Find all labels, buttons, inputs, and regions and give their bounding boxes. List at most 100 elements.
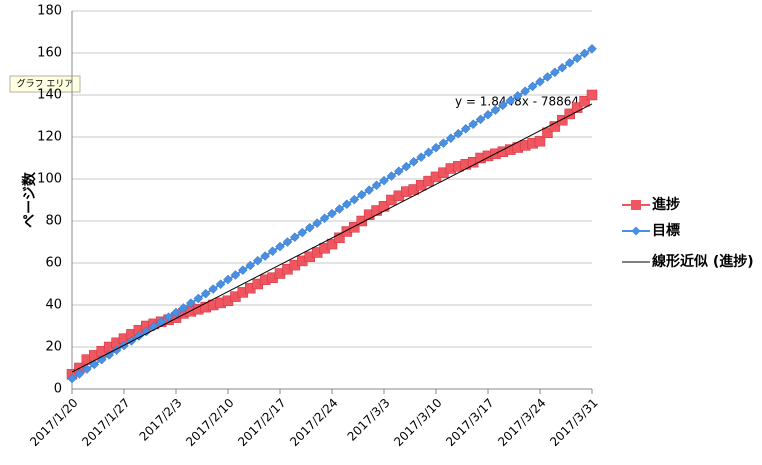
marker <box>371 180 382 191</box>
trend-equation: y = 1.8448x - 78864 <box>455 95 579 109</box>
marker <box>319 213 330 224</box>
marker <box>564 58 575 68</box>
marker <box>334 232 345 244</box>
y-tick-label: 0 <box>54 382 62 397</box>
tooltip: グラフ エリア <box>17 78 74 90</box>
marker <box>498 100 508 111</box>
legend-marker <box>631 226 641 236</box>
marker <box>587 43 597 54</box>
marker <box>275 241 285 252</box>
x-tick-label: 2017/3/17 <box>443 396 496 449</box>
marker <box>520 86 530 97</box>
marker <box>453 128 464 139</box>
tooltip-box <box>9 75 81 93</box>
marker <box>82 364 92 374</box>
x-tick-label: 2017/3/31 <box>547 396 600 449</box>
marker <box>579 48 590 59</box>
marker <box>557 114 568 126</box>
marker <box>512 90 523 101</box>
marker <box>386 171 397 181</box>
marker <box>438 138 449 148</box>
marker <box>245 260 256 271</box>
marker <box>297 227 308 238</box>
marker <box>334 204 345 214</box>
marker <box>475 114 486 125</box>
legend-label: 線形近似 (進捗) <box>652 253 754 270</box>
marker <box>215 279 226 290</box>
marker <box>446 133 456 144</box>
marker <box>542 127 553 139</box>
x-tick-label: 2017/2/10 <box>183 396 236 449</box>
marker <box>349 222 360 233</box>
trendline <box>71 103 593 373</box>
y-tick-label: 120 <box>37 130 62 145</box>
marker <box>460 123 471 134</box>
y-tick-label: 160 <box>37 46 62 61</box>
legend-label: 目標 <box>652 222 680 239</box>
marker <box>483 109 493 120</box>
y-axis-label: ページ数 <box>21 171 38 228</box>
marker <box>535 76 545 87</box>
marker <box>238 265 248 275</box>
marker <box>282 237 293 247</box>
marker <box>534 135 546 147</box>
marker <box>89 359 100 370</box>
marker <box>208 284 218 294</box>
marker <box>178 303 189 313</box>
marker <box>223 274 233 285</box>
marker <box>586 89 598 101</box>
x-tick-label: 2017/2/24 <box>287 396 340 449</box>
marker <box>67 373 77 384</box>
marker <box>260 251 270 261</box>
y-tick-label: 180 <box>37 4 62 19</box>
marker <box>579 96 590 107</box>
marker <box>542 72 553 82</box>
marker <box>564 108 575 120</box>
marker <box>230 270 241 280</box>
marker <box>571 102 583 113</box>
marker <box>349 194 360 205</box>
marker <box>394 166 404 177</box>
marker <box>572 53 582 64</box>
marker <box>408 156 419 167</box>
marker <box>356 215 367 227</box>
marker <box>342 199 352 210</box>
marker <box>505 95 516 106</box>
x-tick-label: 2017/2/3 <box>137 396 185 444</box>
marker <box>423 147 434 158</box>
y-tick-label: 40 <box>45 298 62 313</box>
marker <box>104 350 114 360</box>
y-tick-label: 140 <box>37 88 62 103</box>
x-tick-label: 2017/1/27 <box>79 396 132 449</box>
y-tick-label: 20 <box>45 340 62 355</box>
marker <box>252 255 263 266</box>
marker <box>267 246 278 257</box>
marker <box>290 232 300 243</box>
y-tick-label: 60 <box>45 256 62 271</box>
y-tick-label: 100 <box>37 172 62 187</box>
marker <box>312 218 322 228</box>
x-tick-label: 2017/3/24 <box>495 396 548 449</box>
marker <box>468 119 478 130</box>
marker <box>304 222 315 233</box>
marker <box>141 326 152 337</box>
marker <box>550 67 560 78</box>
marker <box>549 121 561 132</box>
marker <box>193 293 204 304</box>
marker <box>74 369 85 379</box>
marker <box>364 185 374 195</box>
marker <box>171 307 181 318</box>
marker <box>416 152 426 163</box>
marker <box>186 298 196 308</box>
x-tick-label: 2017/2/17 <box>235 396 288 449</box>
legend-marker <box>631 200 641 210</box>
marker <box>326 238 338 250</box>
marker <box>401 161 412 172</box>
y-tick-label: 80 <box>45 214 62 229</box>
x-tick-label: 2017/1/20 <box>27 396 80 449</box>
marker <box>527 81 538 92</box>
x-tick-label: 2017/3/3 <box>345 396 393 444</box>
x-tick-label: 2017/3/10 <box>391 396 444 449</box>
